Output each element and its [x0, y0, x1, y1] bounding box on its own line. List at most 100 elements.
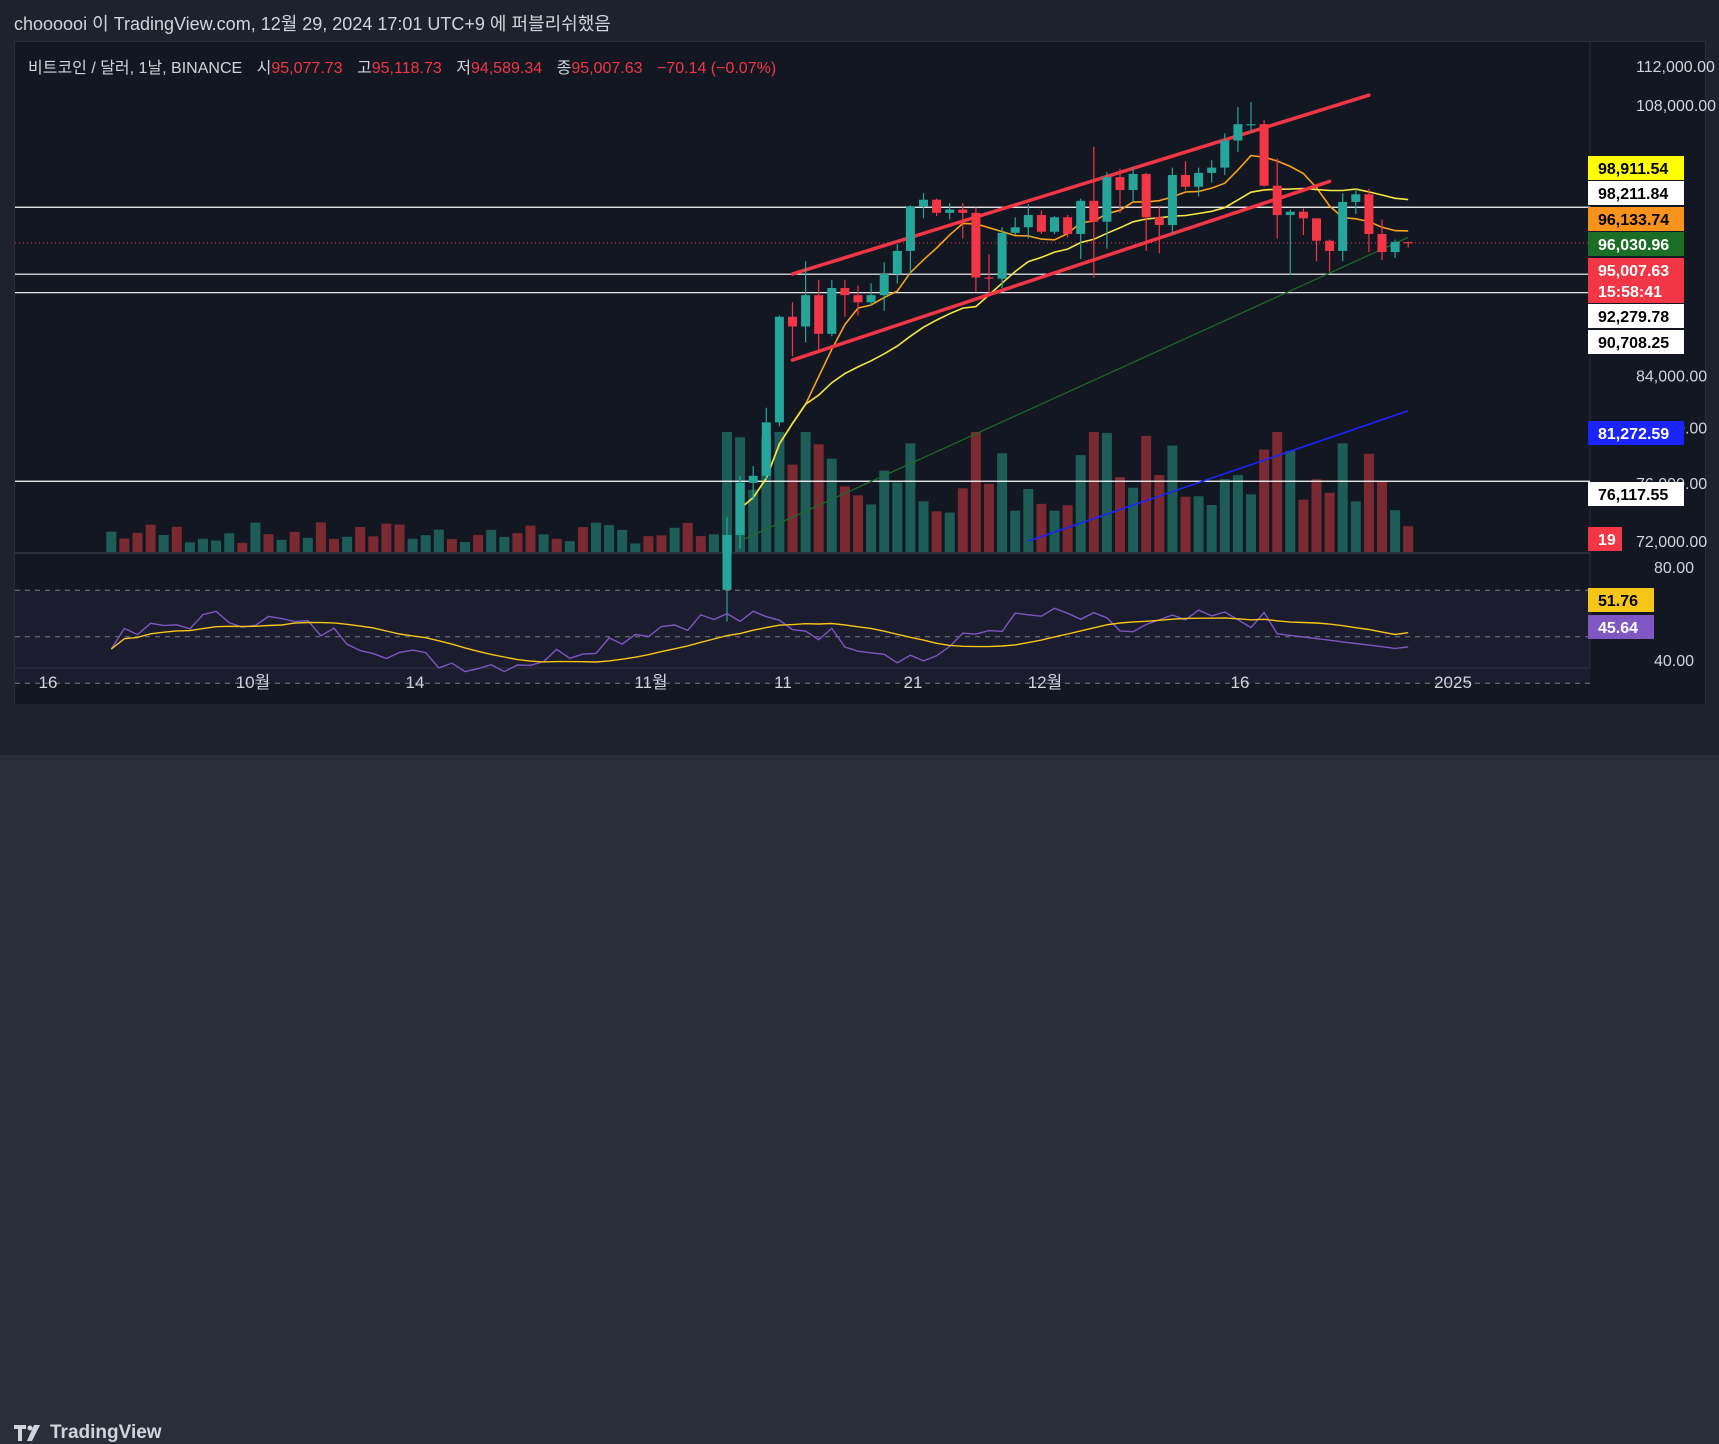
time-tick-label: 10월 — [236, 673, 271, 692]
time-tick-label: 12월 — [1028, 673, 1063, 692]
volume-bar — [198, 538, 208, 552]
candle — [958, 202, 968, 239]
badge-bg — [1588, 181, 1684, 205]
candle-body — [932, 199, 942, 213]
volume-bar — [1115, 477, 1125, 552]
rsi-tick-label: 80.00 — [1654, 560, 1694, 577]
candle-body — [1141, 173, 1151, 218]
badge-text: 92,279.78 — [1598, 309, 1669, 326]
candle-body — [984, 277, 994, 279]
badge-text: 19 — [1598, 532, 1616, 549]
candle-body — [1036, 215, 1046, 232]
candle — [932, 198, 942, 217]
badge-ma-long: 81,272.59 — [1588, 421, 1684, 445]
candle — [814, 279, 824, 350]
volume-bar — [1141, 435, 1152, 552]
volume-bar — [1023, 488, 1034, 552]
badge-text: 51.76 — [1598, 593, 1638, 610]
candle — [1181, 161, 1190, 190]
candle — [1298, 208, 1308, 236]
volume-bar — [1167, 445, 1178, 552]
candle-body — [1298, 211, 1308, 219]
price-tick-label: 72,000.00 — [1636, 534, 1707, 551]
volume-bar — [787, 464, 798, 552]
volume-bar — [289, 531, 300, 552]
volume-bar — [368, 536, 379, 552]
candle-body — [788, 316, 797, 327]
publisher-info: choooooi 이 TradingView.com, 12월 29, 2024… — [14, 14, 611, 34]
candle-body — [1089, 200, 1099, 222]
volume-bar — [302, 537, 313, 552]
candle — [788, 302, 797, 357]
badge-text: 15:58:41 — [1598, 284, 1662, 301]
volume-bars — [106, 432, 1414, 552]
badge-text: 76,117.55 — [1598, 487, 1668, 504]
price-chart[interactable]: 112,000.00108,000.0084,000.0080,000.0076… — [0, 0, 1719, 755]
badge-volume: 19 — [1588, 527, 1622, 551]
badge-bg — [1588, 207, 1684, 231]
volume-bar — [106, 531, 117, 552]
tradingview-logo[interactable]: TradingView — [14, 1422, 162, 1444]
volume-bar — [1193, 496, 1204, 552]
candle-body — [774, 316, 784, 423]
ma-mid-line — [739, 187, 1409, 510]
volume-bar — [420, 535, 431, 552]
volume-bar — [145, 524, 156, 552]
price-tick-label: 108,000.00 — [1636, 98, 1716, 115]
volume-bar — [446, 539, 457, 552]
volume-bar — [1285, 450, 1296, 552]
ma-200-line — [739, 236, 1409, 542]
rsi-line — [110, 607, 1409, 673]
low-value: 94,589.34 — [470, 60, 543, 77]
candle-body — [1063, 217, 1073, 234]
badge-text: 96,133.74 — [1598, 212, 1669, 229]
badge-text: 95,007.63 — [1598, 263, 1669, 280]
volume-bar — [342, 536, 353, 552]
candle-body — [761, 422, 771, 476]
candle — [1167, 167, 1177, 234]
candle — [1220, 133, 1230, 176]
candle — [1036, 210, 1046, 234]
badge-text: 45.64 — [1598, 620, 1638, 637]
volume-bar — [1337, 443, 1348, 552]
candle — [1246, 102, 1256, 133]
volume-bar — [682, 522, 693, 552]
badge-bg — [1588, 258, 1684, 282]
volume-bar — [407, 538, 418, 552]
volume-bar — [839, 486, 850, 552]
footer-bar: TradingView — [0, 704, 1719, 1443]
candles — [722, 102, 1413, 622]
candle — [892, 244, 902, 284]
candle — [905, 205, 915, 274]
candle — [1338, 193, 1348, 262]
candle — [1377, 219, 1387, 261]
volume-bar — [381, 523, 392, 552]
badge-bg — [1588, 588, 1654, 612]
volume-bar — [184, 542, 195, 552]
candle — [1351, 188, 1361, 214]
candle-body — [1285, 211, 1295, 216]
volume-bar — [761, 437, 772, 552]
volume-bar — [1403, 526, 1414, 552]
candle-body — [919, 199, 928, 207]
candle — [971, 207, 981, 292]
volume-bar — [132, 532, 143, 552]
badge-text: 81,272.59 — [1598, 426, 1669, 443]
rsi-band — [15, 590, 1590, 684]
volume-bar — [1101, 432, 1112, 552]
candle-body — [1076, 200, 1086, 234]
candle-body — [748, 475, 758, 483]
candle-body — [1167, 175, 1177, 226]
volume-bar — [905, 443, 916, 552]
candle — [997, 227, 1007, 289]
volume-bar — [315, 522, 326, 552]
candle — [919, 193, 928, 219]
volume-bar — [1259, 449, 1270, 552]
time-tick-label: 11월 — [634, 673, 667, 692]
volume-bar — [1154, 475, 1165, 552]
publisher-bar: choooooi 이 TradingView.com, 12월 29, 2024… — [0, 0, 1719, 40]
volume-bar — [617, 529, 628, 552]
volume-bar — [499, 536, 510, 552]
volume-bar — [918, 501, 929, 552]
candle — [1023, 204, 1033, 239]
